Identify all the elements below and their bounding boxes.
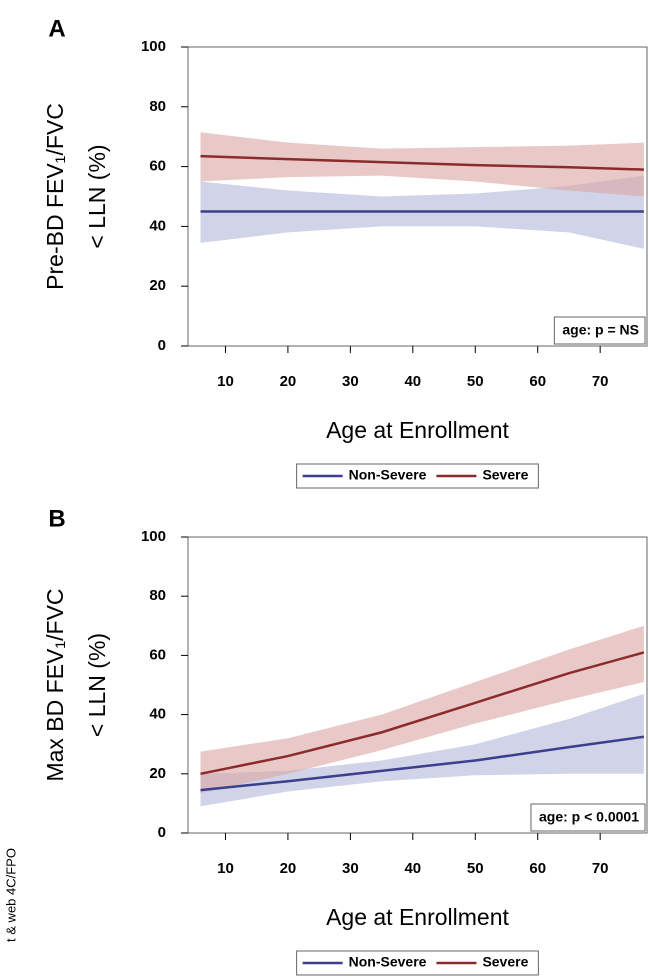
y-tick-label: 100 <box>141 528 166 545</box>
x-tick-label: 60 <box>529 860 546 877</box>
series-line <box>200 651 645 776</box>
y-tick-label: 0 <box>158 824 166 841</box>
y-tick-label: 100 <box>141 38 166 55</box>
x-tick-label: 20 <box>280 860 297 877</box>
y-tick-label: 80 <box>149 98 166 115</box>
panel-label: A <box>48 15 65 42</box>
y-tick-label: 60 <box>149 646 166 663</box>
legend-label: Severe <box>482 954 528 970</box>
annotation: age: p < 0.0001 <box>539 809 639 825</box>
plot-frame <box>187 46 648 347</box>
legend-label: Severe <box>482 467 528 483</box>
legend-label: Non-Severe <box>349 954 427 970</box>
x-tick-label: 10 <box>217 860 234 877</box>
x-tick-label: 30 <box>342 373 359 390</box>
y-tick-label: 40 <box>149 706 166 723</box>
x-tick-label: 50 <box>467 860 484 877</box>
x-tick-label: 70 <box>592 860 609 877</box>
legend-box <box>296 950 539 976</box>
y-tick-label: 0 <box>158 337 166 354</box>
side-note: t & web 4C/FPO <box>3 848 18 942</box>
legend-box <box>296 463 539 489</box>
y-axis-label: Pre-BD FEV₁/FVC <box>42 103 68 290</box>
x-tick-label: 10 <box>217 373 234 390</box>
x-tick-label: 70 <box>592 373 609 390</box>
x-tick-label: 60 <box>529 373 546 390</box>
annotation-box <box>553 316 646 345</box>
legend-label: Non-Severe <box>349 467 427 483</box>
series-line <box>200 735 645 792</box>
y-tick-label: 20 <box>149 277 166 294</box>
plot-frame <box>187 536 648 834</box>
y-axis-label: < LLN (%) <box>84 633 110 737</box>
y-tick-label: 80 <box>149 587 166 604</box>
annotation-box <box>530 803 646 832</box>
series-line <box>200 154 644 171</box>
y-axis-label: < LLN (%) <box>84 144 110 248</box>
x-tick-label: 40 <box>404 860 421 877</box>
y-axis-label: Max BD FEV₁/FVC <box>42 588 68 781</box>
y-tick-label: 20 <box>149 765 166 782</box>
x-tick-label: 20 <box>280 373 297 390</box>
y-tick-label: 60 <box>149 158 166 175</box>
annotation: age: p = NS <box>562 322 639 338</box>
x-tick-label: 30 <box>342 860 359 877</box>
x-tick-label: 40 <box>404 373 421 390</box>
x-axis-label: Age at Enrollment <box>326 417 509 443</box>
x-tick-label: 50 <box>467 373 484 390</box>
y-tick-label: 40 <box>149 217 166 234</box>
x-axis-label: Age at Enrollment <box>326 904 509 930</box>
panel-label: B <box>48 505 65 532</box>
